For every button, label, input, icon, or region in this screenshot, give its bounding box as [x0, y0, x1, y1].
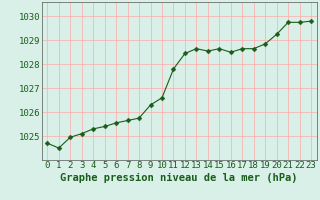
- X-axis label: Graphe pression niveau de la mer (hPa): Graphe pression niveau de la mer (hPa): [60, 173, 298, 183]
